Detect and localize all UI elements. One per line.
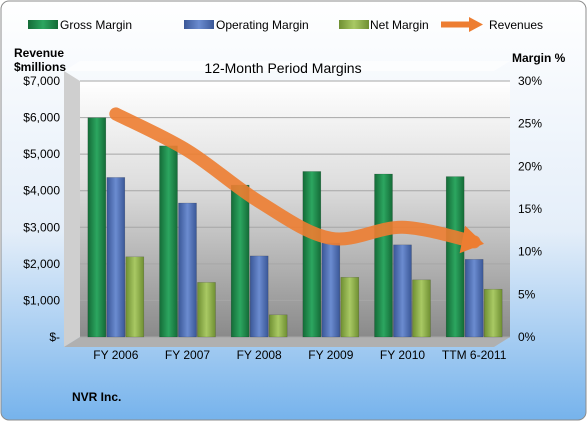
left-tick-label: $5,000 (23, 147, 60, 161)
bar-net-margin (197, 282, 216, 338)
bar-gross-margin (374, 173, 393, 338)
revenue-arrowhead (459, 225, 484, 254)
x-tick-label: FY 2007 (165, 348, 210, 362)
legend-swatch-arrowhead (469, 17, 483, 32)
right-tick-label: 15% (518, 202, 542, 216)
bar-net-margin (125, 256, 145, 338)
x-axis-ticks: FY 2006 FY 2007 FY 2008 FY 2009 FY 2010 TTM 6… (93, 348, 506, 362)
right-tick-label: 0% (518, 330, 536, 344)
bar-operating-margin (178, 202, 197, 338)
bar-gross-margin (230, 184, 250, 338)
legend-label-revenues: Revenues (489, 18, 543, 32)
chart-title: 12-Month Period Margins (204, 60, 361, 76)
legend: Gross Margin Operating Margin Net Margin Re… (28, 17, 543, 32)
left-tick-label: $- (49, 330, 60, 344)
bar-operating-margin (321, 242, 341, 338)
legend-label-net-margin: Net Margin (370, 18, 429, 32)
right-tick-label: 5% (518, 287, 536, 301)
left-tick-label: $1,000 (23, 293, 60, 307)
right-tick-label: 10% (518, 245, 542, 259)
y-right-label: Margin % (512, 51, 566, 65)
right-tick-label: 30% (518, 74, 542, 88)
bar-operating-margin (464, 259, 484, 338)
left-tick-label: $3,000 (23, 220, 60, 234)
x-tick-label: FY 2010 (380, 348, 425, 362)
company-name: NVR Inc. (72, 390, 121, 404)
left-axis-ticks: $- $1,000 $2,000 $3,000 $4,000 $5,000 $6,000 $7… (23, 74, 60, 344)
y-left-label-line1: Revenue (14, 46, 64, 60)
x-tick-label: FY 2006 (93, 348, 138, 362)
bar-operating-margin (106, 177, 126, 338)
bar-gross-margin (87, 117, 107, 338)
bar-net-margin (340, 277, 360, 338)
bar-net-margin (412, 279, 431, 338)
x-tick-label: TTM 6-2011 (442, 348, 507, 362)
left-tick-label: $6,000 (23, 111, 60, 125)
revenue-line (109, 107, 481, 249)
x-tick-label: FY 2009 (308, 348, 353, 362)
bar-operating-margin (249, 255, 269, 338)
x-tick-label: FY 2008 (237, 348, 282, 362)
left-tick-label: $7,000 (23, 74, 60, 88)
plot-top-face (64, 61, 510, 71)
right-tick-label: 25% (518, 117, 542, 131)
revenue-series (109, 107, 484, 254)
right-axis-ticks: 0% 5% 10% 15% 20% 25% 30% (518, 74, 542, 344)
bar-operating-margin (393, 244, 412, 338)
legend-swatch-gross-margin (28, 20, 58, 29)
legend-label-gross-margin: Gross Margin (60, 18, 132, 32)
bar-gross-margin (159, 145, 178, 338)
legend-swatch-operating-margin (184, 20, 214, 29)
plot-area (80, 81, 510, 337)
bars (87, 117, 503, 338)
y-left-label-line2: $millions (14, 60, 66, 74)
bar-gross-margin (302, 171, 322, 338)
legend-swatch-net-margin (339, 20, 369, 29)
bar-net-margin (268, 314, 288, 338)
left-tick-label: $4,000 (23, 184, 60, 198)
plot-left-wall (64, 71, 80, 347)
left-tick-label: $2,000 (23, 257, 60, 271)
bar-gross-margin (445, 176, 465, 338)
bar-net-margin (483, 288, 503, 338)
plot-floor (64, 337, 510, 347)
right-tick-label: 20% (518, 159, 542, 173)
legend-label-operating-margin: Operating Margin (216, 18, 309, 32)
